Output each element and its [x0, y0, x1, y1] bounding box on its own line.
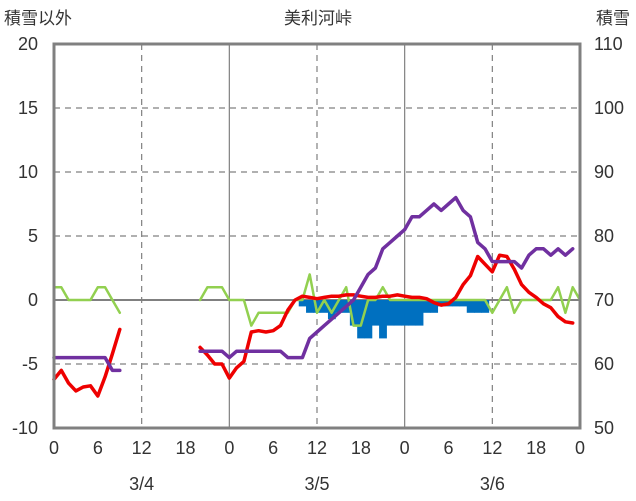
x-hour-tick: 6	[93, 438, 103, 458]
y-right-tick: 110	[594, 34, 623, 54]
series-lines	[52, 195, 582, 398]
snowfall-bar	[437, 300, 446, 307]
y-right-tick: 70	[594, 290, 614, 310]
snowfall-bar	[313, 300, 322, 313]
series-line-green	[52, 273, 582, 327]
snowfall-bar	[298, 300, 307, 307]
x-hour-tick: 12	[132, 438, 152, 458]
x-hour-tick: 18	[351, 438, 371, 458]
snowfall-bar	[466, 300, 475, 313]
x-hour-tick: 0	[49, 438, 59, 458]
snowfall-bar	[364, 300, 373, 339]
y-left-axis-label: 積雪以外	[4, 9, 72, 29]
y-left-tick: -5	[22, 354, 38, 374]
y-right-tick: 90	[594, 162, 614, 182]
y-left-tick: 10	[18, 162, 38, 182]
y-left-tick: 0	[28, 290, 38, 310]
y-right-tick: 100	[594, 98, 624, 118]
snowfall-bar	[371, 300, 380, 326]
snowfall-bar	[459, 300, 468, 307]
snowfall-bar	[335, 300, 344, 313]
x-date-label: 3/6	[480, 474, 505, 494]
snowfall-bar	[408, 300, 417, 326]
y-right-axis-label: 積雪	[596, 9, 630, 29]
chart-title: 美利河峠	[284, 9, 352, 29]
y-right-tick: 50	[594, 418, 614, 438]
x-hour-tick: 12	[307, 438, 327, 458]
snowfall-bar	[481, 300, 490, 313]
snowfall-bar	[415, 300, 424, 326]
x-hour-tick: 0	[575, 438, 585, 458]
x-hour-tick: 12	[482, 438, 502, 458]
snowfall-bars	[298, 300, 490, 339]
x-hour-tick: 18	[526, 438, 546, 458]
snowfall-bar	[327, 300, 336, 320]
snowfall-bar	[357, 300, 365, 339]
y-left-tick: 15	[18, 98, 38, 118]
x-hour-tick: 0	[400, 438, 410, 458]
snowfall-bar	[474, 300, 482, 313]
x-hour-tick: 6	[268, 438, 278, 458]
x-date-label: 3/5	[304, 474, 329, 494]
y-left-tick: 5	[28, 226, 38, 246]
snowfall-bar	[452, 300, 460, 307]
snowfall-bar	[320, 300, 329, 313]
x-date-label: 3/4	[129, 474, 154, 494]
snowfall-bar	[386, 300, 395, 326]
x-hour-tick: 6	[443, 438, 453, 458]
snowfall-bar	[430, 300, 439, 313]
snowfall-bar	[422, 300, 431, 313]
series-line-red	[52, 253, 575, 398]
grid	[54, 44, 580, 428]
y-left-tick: 20	[18, 34, 38, 54]
snowfall-bar	[393, 300, 402, 326]
x-hour-tick: 0	[224, 438, 234, 458]
y-right-tick: 80	[594, 226, 614, 246]
series-line-purple	[52, 195, 575, 373]
snowfall-bar	[306, 300, 314, 313]
plot-frame	[52, 42, 582, 430]
snowfall-bar	[379, 300, 387, 339]
snowfall-bar	[349, 300, 358, 326]
y-left-tick: -10	[12, 418, 38, 438]
y-right-tick: 60	[594, 354, 614, 374]
x-hour-tick: 18	[175, 438, 195, 458]
snowfall-bar	[401, 300, 409, 326]
